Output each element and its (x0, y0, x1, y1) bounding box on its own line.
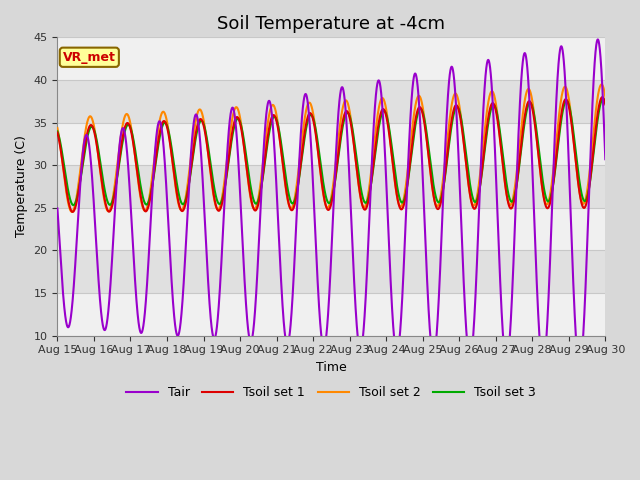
Line: Tair: Tair (58, 39, 605, 367)
Bar (58, 165, 605, 208)
Tsoil set 2 (572, 156, 579, 162)
Tsoil set 2 (598, 82, 605, 87)
Tsoil set 3 (599, 96, 607, 102)
Tair (602, 156, 609, 162)
Tsoil set 3 (572, 147, 579, 153)
Line: Tsoil set 3: Tsoil set 3 (58, 99, 605, 205)
Tsoil set 2 (313, 137, 321, 143)
Tsoil set 3 (70, 202, 77, 208)
Bar (58, 251, 605, 293)
Tsoil set 1 (240, 141, 248, 147)
Tsoil set 1 (54, 130, 61, 135)
Bar (58, 122, 605, 165)
Bar (58, 37, 605, 80)
Tsoil set 3 (579, 194, 586, 200)
Tair (470, 331, 477, 336)
Tsoil set 1 (454, 105, 462, 110)
Tair (572, 327, 579, 333)
Tsoil set 1 (598, 94, 606, 100)
Title: Soil Temperature at -4cm: Soil Temperature at -4cm (218, 15, 445, 33)
Legend: Tair, Tsoil set 1, Tsoil set 2, Tsoil set 3: Tair, Tsoil set 1, Tsoil set 2, Tsoil se… (122, 381, 541, 404)
Tsoil set 1 (470, 205, 477, 211)
Tsoil set 3 (454, 105, 462, 110)
Tair (579, 346, 586, 351)
Y-axis label: Temperature (C): Temperature (C) (15, 135, 28, 238)
Line: Tsoil set 2: Tsoil set 2 (58, 84, 605, 212)
Tsoil set 2 (68, 209, 76, 215)
Text: VR_met: VR_met (63, 51, 116, 64)
Tsoil set 1 (572, 157, 579, 163)
Tsoil set 1 (579, 203, 586, 209)
Bar (58, 293, 605, 336)
Tsoil set 3 (470, 197, 477, 203)
Tsoil set 1 (313, 139, 321, 145)
Bar (58, 80, 605, 122)
Tsoil set 2 (579, 200, 586, 206)
Tsoil set 3 (240, 135, 248, 141)
Tsoil set 3 (602, 100, 609, 106)
Tsoil set 2 (602, 94, 609, 99)
Tair (240, 259, 248, 265)
Bar (58, 208, 605, 251)
Tsoil set 3 (54, 129, 61, 134)
Tsoil set 2 (240, 140, 248, 146)
Tsoil set 2 (54, 125, 61, 131)
Tsoil set 1 (602, 102, 609, 108)
Tsoil set 2 (454, 96, 462, 102)
Tsoil set 1 (68, 209, 76, 215)
Line: Tsoil set 1: Tsoil set 1 (58, 97, 605, 212)
Tsoil set 2 (470, 203, 477, 208)
Tair (594, 36, 602, 42)
Tair (575, 364, 583, 370)
X-axis label: Time: Time (316, 361, 347, 374)
Tair (313, 260, 321, 266)
Tsoil set 3 (313, 133, 321, 139)
Tair (54, 205, 61, 211)
Tair (454, 139, 461, 145)
